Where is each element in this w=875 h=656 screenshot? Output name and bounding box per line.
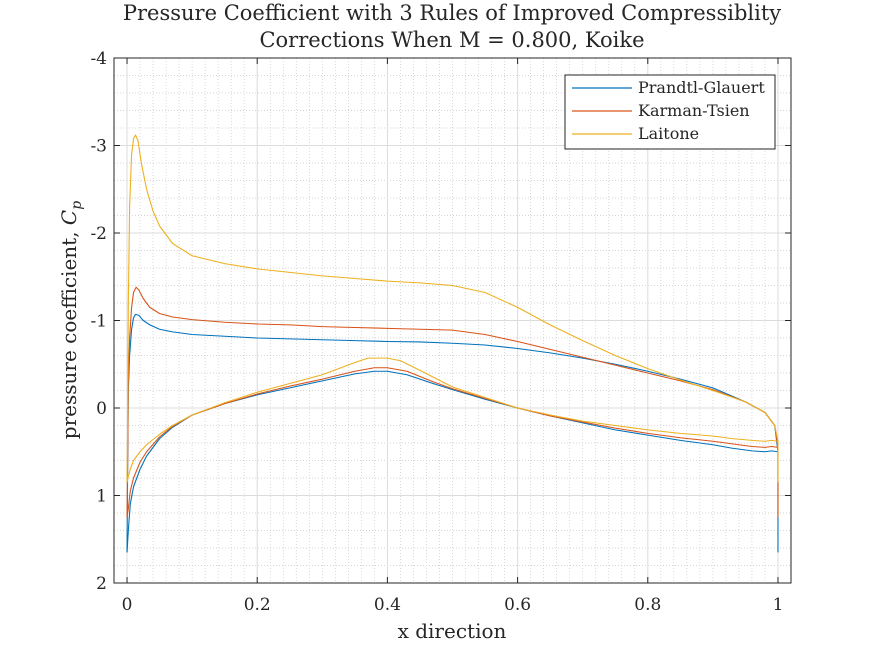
y-tick-label: -2: [90, 224, 107, 244]
x-tick-label: 0: [122, 595, 133, 615]
x-axis-label: x direction: [398, 619, 507, 643]
x-tick-label: 0.8: [634, 595, 661, 615]
y-axis-label-subscript: p: [69, 201, 85, 210]
series-layer: [126, 134, 779, 553]
x-tick-label: 0.2: [244, 595, 271, 615]
y-tick-label: -3: [90, 137, 107, 157]
y-tick-label: 2: [96, 574, 107, 594]
legend-box: [564, 74, 776, 150]
legend-label-karman-tsien: Karman-Tsien: [638, 101, 750, 120]
x-axis-ticks: 0 0.2 0.4 0.6 0.8 1: [122, 58, 784, 615]
legend-label-laitone: Laitone: [638, 124, 699, 143]
y-tick-label: -4: [90, 49, 107, 69]
series-line-prandtl-glauert-lower: [126, 370, 779, 553]
series-line-karman-tsien-lower: [126, 367, 779, 518]
y-axis-label: pressure coefficient, Cp: [57, 201, 85, 439]
series-line-prandtl-glauert-upper: [126, 313, 779, 553]
chart-title-line-2: Corrections When M = 0.800, Koike: [259, 28, 644, 52]
y-axis-ticks: -4 -3 -2 -1 0 1 2: [90, 49, 791, 594]
legend-label-prandtl-glauert: Prandtl-Glauert: [638, 78, 765, 97]
series-line-laitone-lower: [126, 357, 779, 483]
x-tick-label: 0.4: [374, 595, 401, 615]
legend: Prandtl-Glauert Karman-Tsien Laitone: [564, 74, 776, 150]
y-tick-label: 1: [96, 487, 107, 507]
series-line-laitone-upper: [126, 134, 779, 483]
x-tick-label: 1: [773, 595, 784, 615]
y-tick-label: 0: [96, 399, 107, 419]
y-axis-label-symbol: C: [57, 210, 81, 225]
y-axis-label-text: pressure coefficient,: [57, 225, 81, 439]
x-tick-label: 0.6: [504, 595, 531, 615]
chart-title-line-1: Pressure Coefficient with 3 Rules of Imp…: [123, 1, 781, 25]
y-tick-label: -1: [90, 312, 107, 332]
